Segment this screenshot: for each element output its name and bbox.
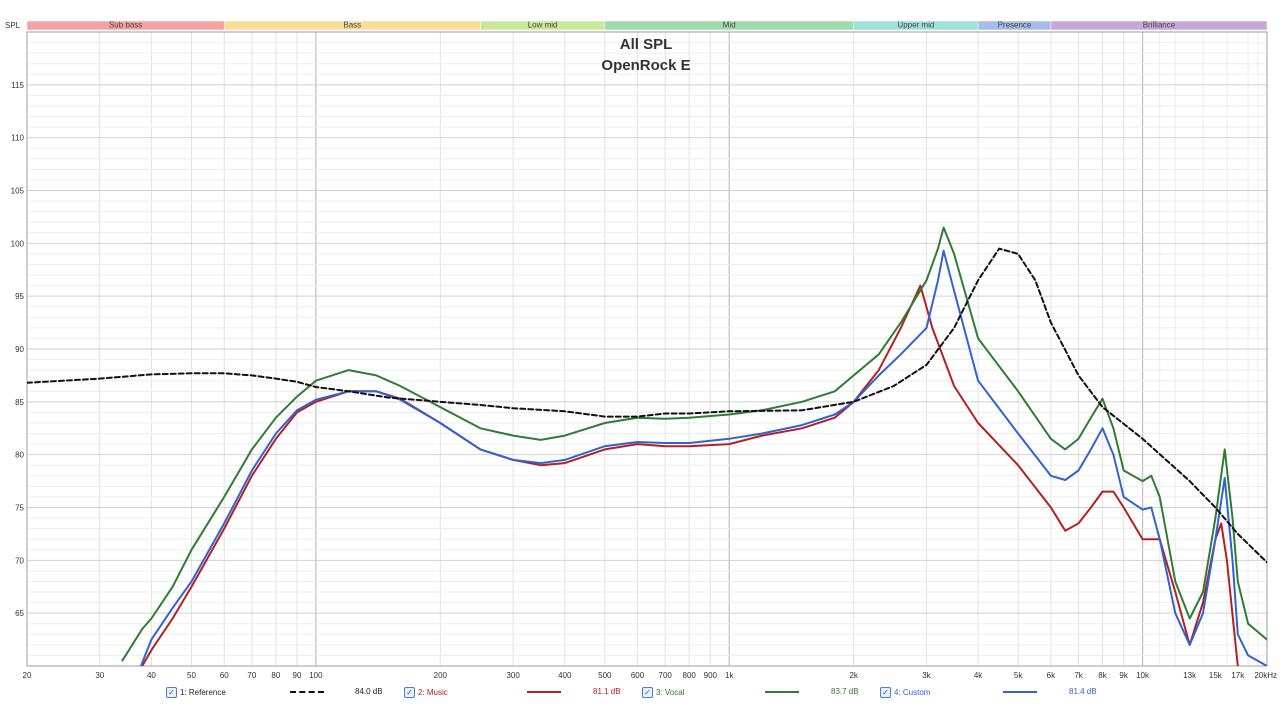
frequency-band-label: Sub bass	[109, 21, 142, 30]
custom-level: 81.4 dB	[1069, 687, 1097, 696]
x-tick-label: 7k	[1074, 671, 1083, 680]
frequency-band-label: Low mid	[528, 21, 558, 30]
y-tick-label: 100	[11, 239, 25, 248]
legend-label: 2: Music	[418, 687, 448, 697]
x-tick-label: 1k	[725, 671, 734, 680]
x-tick-label: 3k	[922, 671, 931, 680]
spl-chart: Sub bass Bass Low mid Mid Upper mid Presence B…	[5, 20, 1277, 681]
legend-item-music[interactable]: ✓ 2: Music	[404, 682, 448, 702]
music-level: 81.1 dB	[593, 687, 621, 696]
x-tick-label: 40	[147, 671, 156, 680]
legend-item-custom[interactable]: ✓ 4: Custom	[880, 682, 930, 702]
x-tick-label: 5k	[1014, 671, 1023, 680]
x-tick-label: 13k	[1183, 671, 1197, 680]
y-axis-label: SPL	[5, 21, 21, 30]
y-tick-label: 90	[15, 345, 24, 354]
y-tick-label: 105	[11, 187, 25, 196]
x-tick-label: 80	[271, 671, 280, 680]
x-tick-label: 6k	[1047, 671, 1056, 680]
y-tick-label: 80	[15, 451, 24, 460]
series-line-music	[140, 284, 1240, 666]
y-tick-label: 65	[15, 609, 24, 618]
music-line-swatch	[527, 691, 561, 693]
y-tick-label: 95	[15, 292, 24, 301]
frequency-band-label: Presence	[998, 21, 1032, 30]
x-tick-label: 4k	[974, 671, 983, 680]
legend-label: 1: Reference	[180, 687, 226, 697]
series-line-reference	[27, 247, 1267, 564]
reference-line-swatch	[290, 691, 324, 693]
x-tick-label: 15k	[1209, 671, 1223, 680]
reference-checkbox[interactable]: ✓	[166, 686, 177, 698]
x-tick-label: 70	[247, 671, 256, 680]
x-tick-label: 800	[683, 671, 697, 680]
x-tick-label: 600	[631, 671, 645, 680]
vocal-checkbox[interactable]: ✓	[642, 686, 653, 698]
x-tick-label: 10k	[1136, 671, 1150, 680]
x-tick-label: 20kHz	[1254, 671, 1277, 680]
x-tick-label: 8k	[1098, 671, 1107, 680]
frequency-band-label: Bass	[343, 21, 361, 30]
y-tick-label: 70	[15, 556, 24, 565]
x-tick-label: 400	[558, 671, 572, 680]
frequency-band-label: Brilliance	[1143, 21, 1176, 30]
legend-item-reference[interactable]: ✓ 1: Reference	[166, 682, 226, 702]
x-tick-label: 200	[434, 671, 448, 680]
x-tick-label: 90	[293, 671, 302, 680]
series-line-vocal	[121, 226, 1267, 662]
custom-checkbox[interactable]: ✓	[880, 686, 891, 698]
legend-label: 3: Vocal	[656, 687, 685, 697]
legend-item-vocal[interactable]: ✓ 3: Vocal	[642, 682, 684, 702]
plot-frame	[26, 31, 1268, 667]
y-tick-label: 75	[15, 504, 24, 513]
frequency-band-label: Mid	[723, 21, 736, 30]
y-tick-label: 110	[11, 134, 24, 143]
x-tick-label: 900	[704, 671, 718, 680]
x-tick-label: 20	[23, 671, 32, 680]
x-tick-label: 700	[659, 671, 673, 680]
x-tick-label: 30	[95, 671, 104, 680]
frequency-band-label: Upper mid	[897, 21, 934, 30]
custom-line-swatch	[1003, 691, 1037, 693]
x-tick-label: 2k	[849, 671, 858, 680]
x-tick-label: 17k	[1231, 671, 1245, 680]
x-tick-label: 300	[506, 671, 520, 680]
music-checkbox[interactable]: ✓	[404, 686, 415, 698]
reference-level: 84.0 dB	[355, 687, 383, 696]
chart-subtitle: OpenRock E	[601, 57, 690, 74]
x-tick-label: 60	[220, 671, 229, 680]
series-group	[27, 226, 1267, 666]
frequency-band	[1050, 20, 1268, 31]
x-tick-label: 50	[187, 671, 196, 680]
x-tick-label: 100	[309, 671, 323, 680]
chart-title: All SPL	[620, 36, 673, 53]
y-tick-label: 115	[11, 81, 24, 90]
vocal-level: 83.7 dB	[831, 687, 859, 696]
y-tick-label: 85	[15, 398, 24, 407]
x-tick-label: 500	[598, 671, 612, 680]
legend-label: 4: Custom	[894, 687, 931, 697]
series-line-custom	[139, 249, 1267, 666]
legend: ✓ 1: Reference 84.0 dB ✓ 2: Music 81.1 d…	[0, 682, 1280, 702]
x-tick-label: 9k	[1119, 671, 1128, 680]
vocal-line-swatch	[765, 691, 799, 693]
